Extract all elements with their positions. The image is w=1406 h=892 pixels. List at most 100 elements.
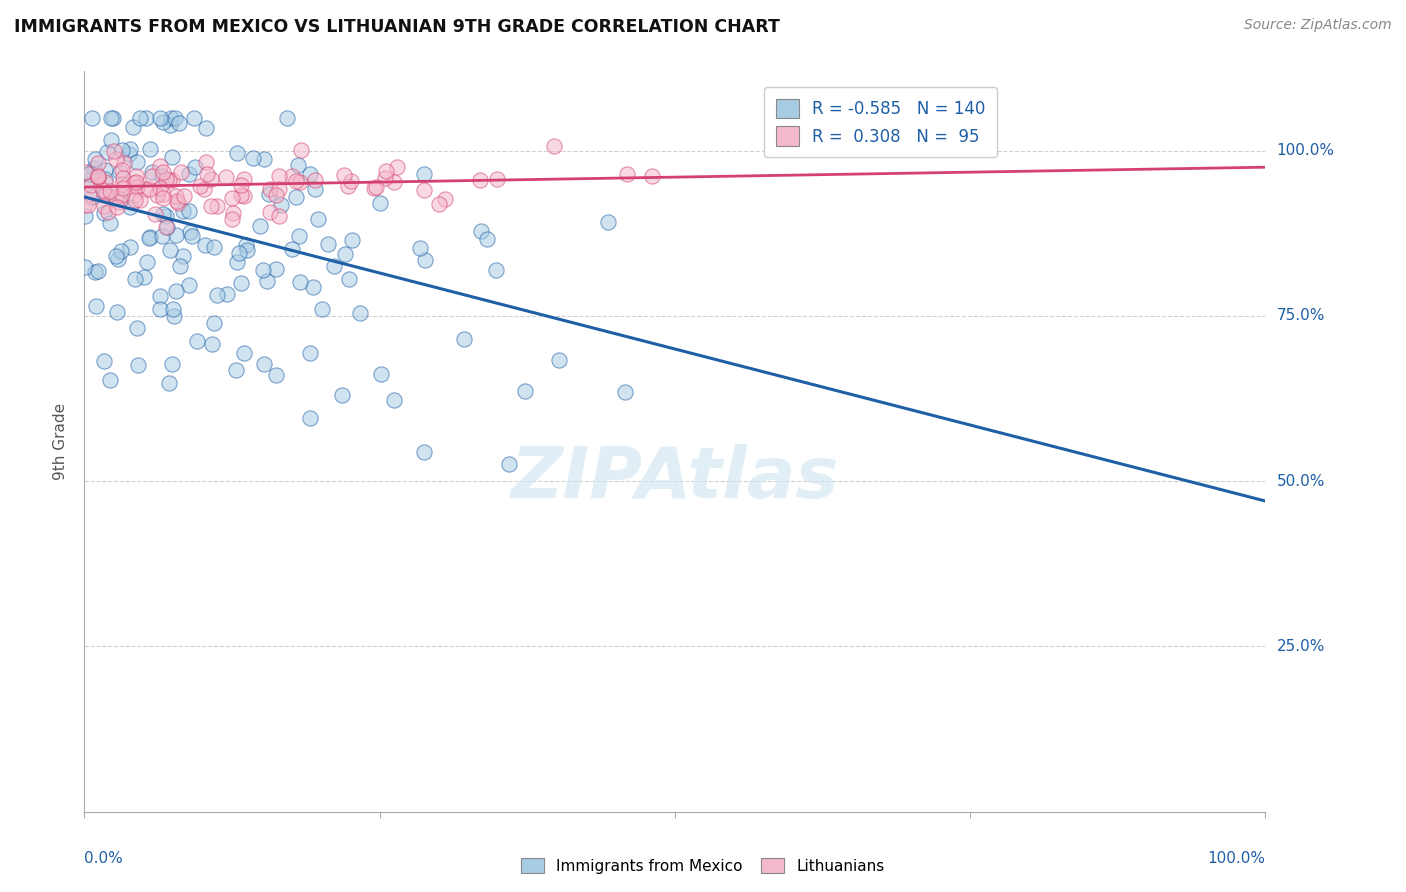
- Point: [79, 178, 101, 193]
- Point: [179, 167, 201, 181]
- Point: [368, 196, 391, 211]
- Point: [228, 245, 250, 260]
- Point: [311, 301, 333, 316]
- Point: [138, 231, 160, 245]
- Point: [177, 204, 200, 219]
- Point: [73, 260, 96, 274]
- Point: [242, 152, 264, 166]
- Point: [152, 186, 174, 201]
- Point: [127, 180, 149, 194]
- Point: [413, 445, 436, 459]
- Point: [205, 199, 228, 213]
- Point: [375, 163, 398, 178]
- Point: [157, 376, 180, 390]
- Point: [229, 276, 252, 290]
- Point: [139, 142, 162, 156]
- Point: [149, 289, 172, 303]
- Point: [167, 116, 190, 130]
- Point: [221, 212, 243, 227]
- Point: [195, 154, 218, 169]
- Point: [181, 229, 204, 244]
- Point: [111, 187, 134, 202]
- Point: [253, 357, 276, 371]
- Point: [82, 190, 104, 204]
- Point: [110, 192, 132, 206]
- Point: [382, 393, 405, 408]
- Point: [166, 194, 188, 209]
- Point: [105, 305, 128, 319]
- Point: [98, 373, 121, 387]
- Point: [100, 216, 122, 230]
- Point: [146, 188, 169, 202]
- Point: [94, 171, 117, 186]
- Point: [257, 186, 280, 201]
- Point: [139, 230, 162, 244]
- Point: [204, 316, 226, 330]
- Point: [124, 176, 146, 190]
- Point: [288, 229, 311, 244]
- Point: [290, 143, 312, 157]
- Point: [127, 358, 149, 372]
- Point: [87, 263, 110, 277]
- Point: [183, 111, 205, 125]
- Point: [163, 111, 186, 125]
- Point: [87, 169, 110, 184]
- Point: [93, 186, 115, 201]
- Point: [143, 207, 166, 221]
- Point: [427, 196, 450, 211]
- Point: [179, 225, 201, 239]
- Point: [138, 182, 160, 196]
- Point: [105, 190, 128, 204]
- Point: [232, 346, 254, 360]
- Point: [87, 169, 110, 183]
- Point: [370, 367, 392, 381]
- Point: [235, 238, 257, 252]
- Point: [515, 384, 537, 399]
- Point: [141, 165, 163, 179]
- Point: [249, 219, 271, 233]
- Point: [118, 146, 141, 161]
- Point: [318, 237, 340, 252]
- Point: [284, 189, 307, 203]
- Point: [374, 170, 396, 185]
- Point: [409, 241, 432, 255]
- Point: [172, 249, 194, 263]
- Point: [162, 150, 184, 164]
- Point: [413, 183, 436, 197]
- Point: [269, 210, 291, 224]
- Point: [105, 152, 128, 166]
- Point: [290, 276, 312, 290]
- Point: [641, 169, 664, 183]
- Point: [340, 233, 363, 247]
- Point: [225, 255, 247, 269]
- Point: [112, 156, 135, 170]
- Point: [301, 280, 323, 294]
- Point: [184, 160, 207, 174]
- Point: [543, 139, 565, 153]
- Point: [259, 182, 281, 196]
- Point: [87, 169, 110, 184]
- Point: [104, 248, 127, 262]
- Point: [150, 169, 173, 183]
- Point: [385, 160, 408, 174]
- Point: [616, 168, 638, 182]
- Point: [382, 175, 405, 189]
- Point: [120, 240, 142, 254]
- Point: [93, 354, 115, 368]
- Point: [339, 173, 361, 187]
- Point: [152, 164, 174, 178]
- Text: 100.0%: 100.0%: [1208, 851, 1265, 865]
- Point: [200, 171, 222, 186]
- Text: 50.0%: 50.0%: [1277, 474, 1324, 489]
- Point: [96, 145, 118, 159]
- Point: [148, 160, 170, 174]
- Point: [121, 120, 143, 134]
- Point: [280, 169, 302, 184]
- Point: [287, 158, 309, 172]
- Point: [299, 411, 322, 425]
- Point: [221, 206, 243, 220]
- Point: [225, 363, 247, 377]
- Point: [333, 168, 356, 182]
- Point: [110, 244, 132, 259]
- Point: [160, 173, 183, 187]
